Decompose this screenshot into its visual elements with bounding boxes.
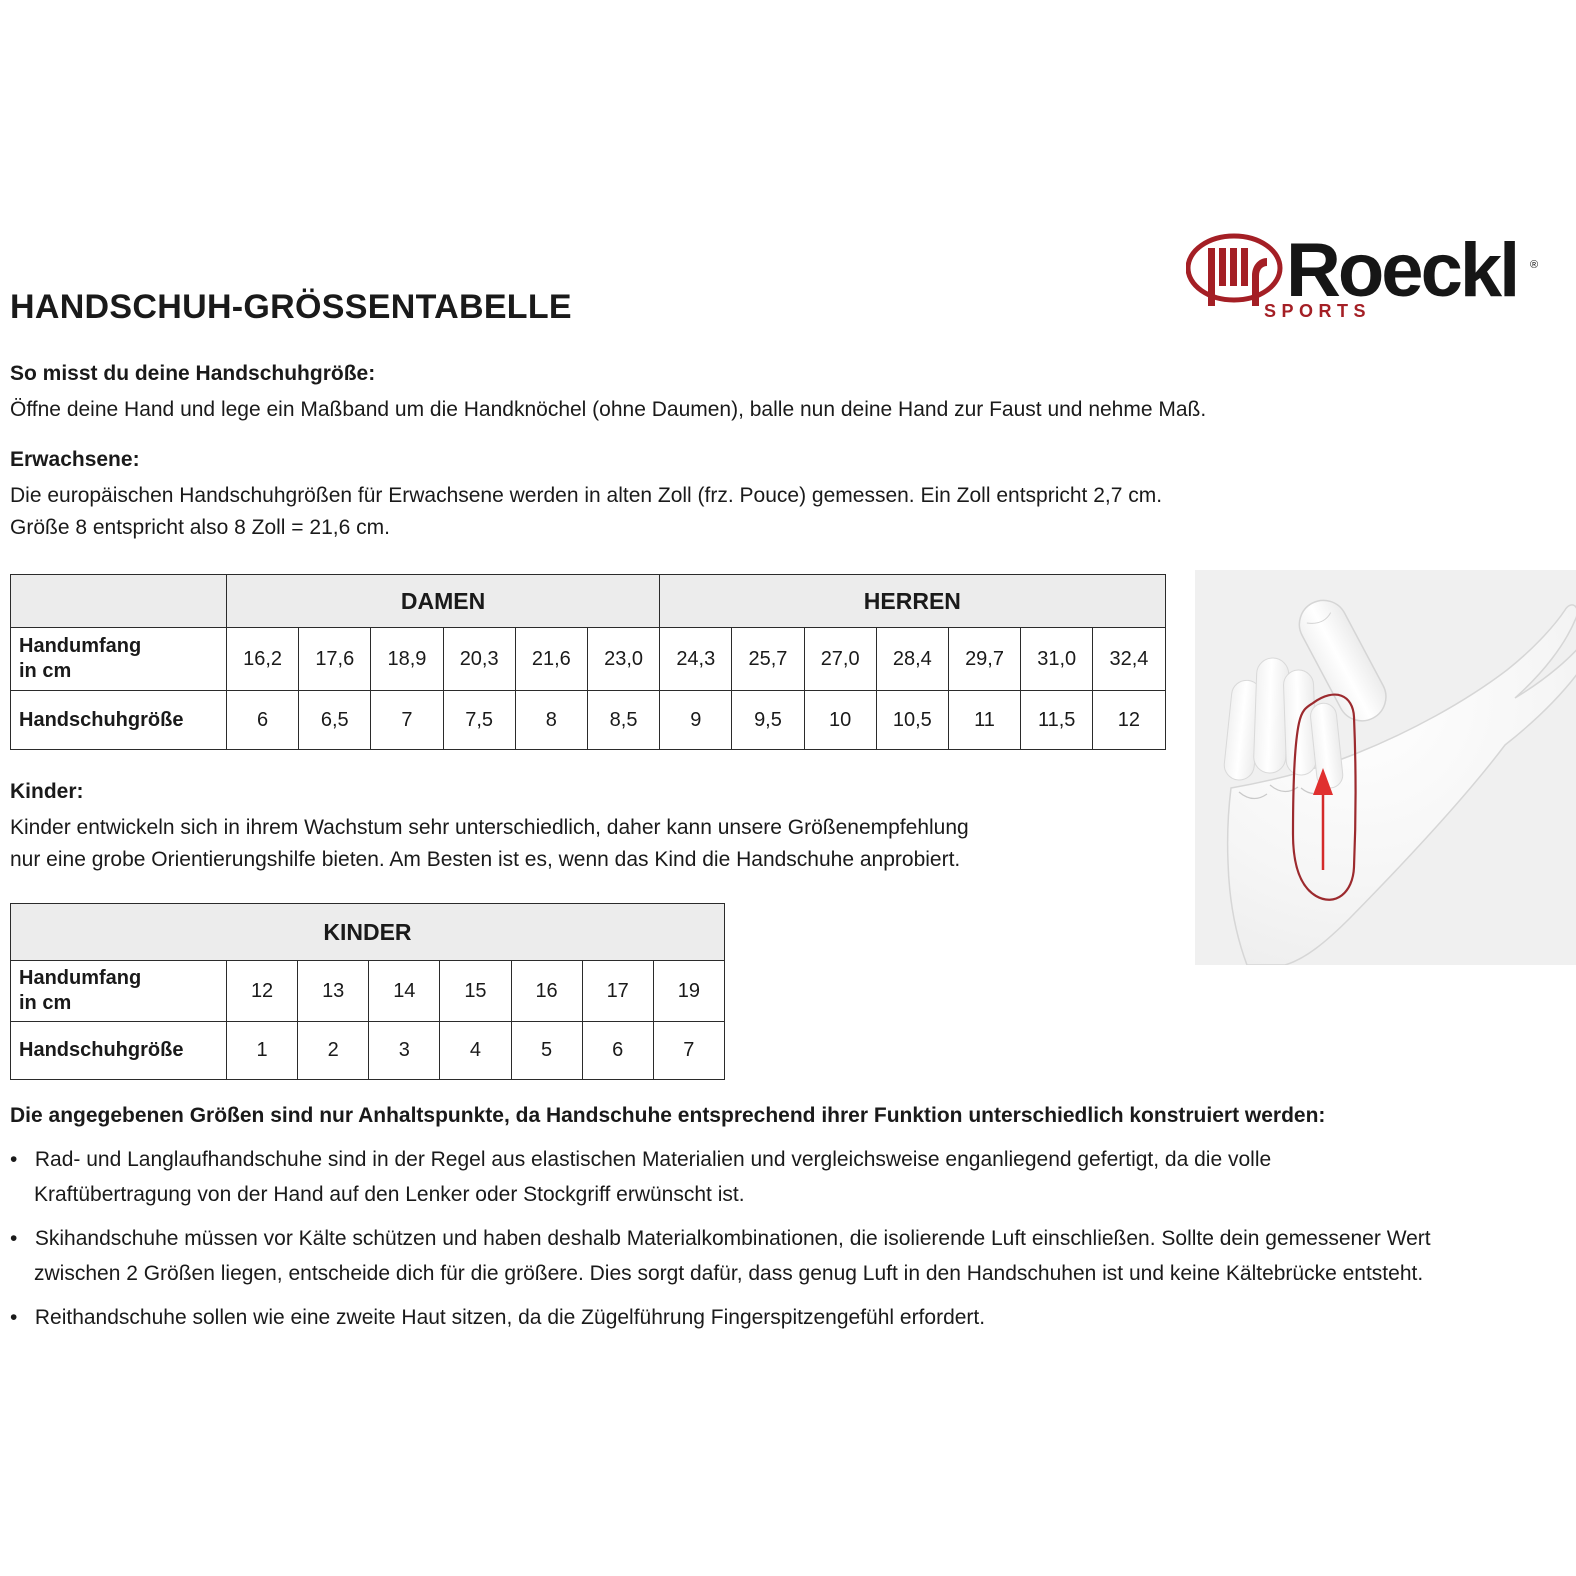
svg-text:®: ® [1530, 259, 1538, 271]
svg-text:SPORTS: SPORTS [1264, 301, 1371, 321]
